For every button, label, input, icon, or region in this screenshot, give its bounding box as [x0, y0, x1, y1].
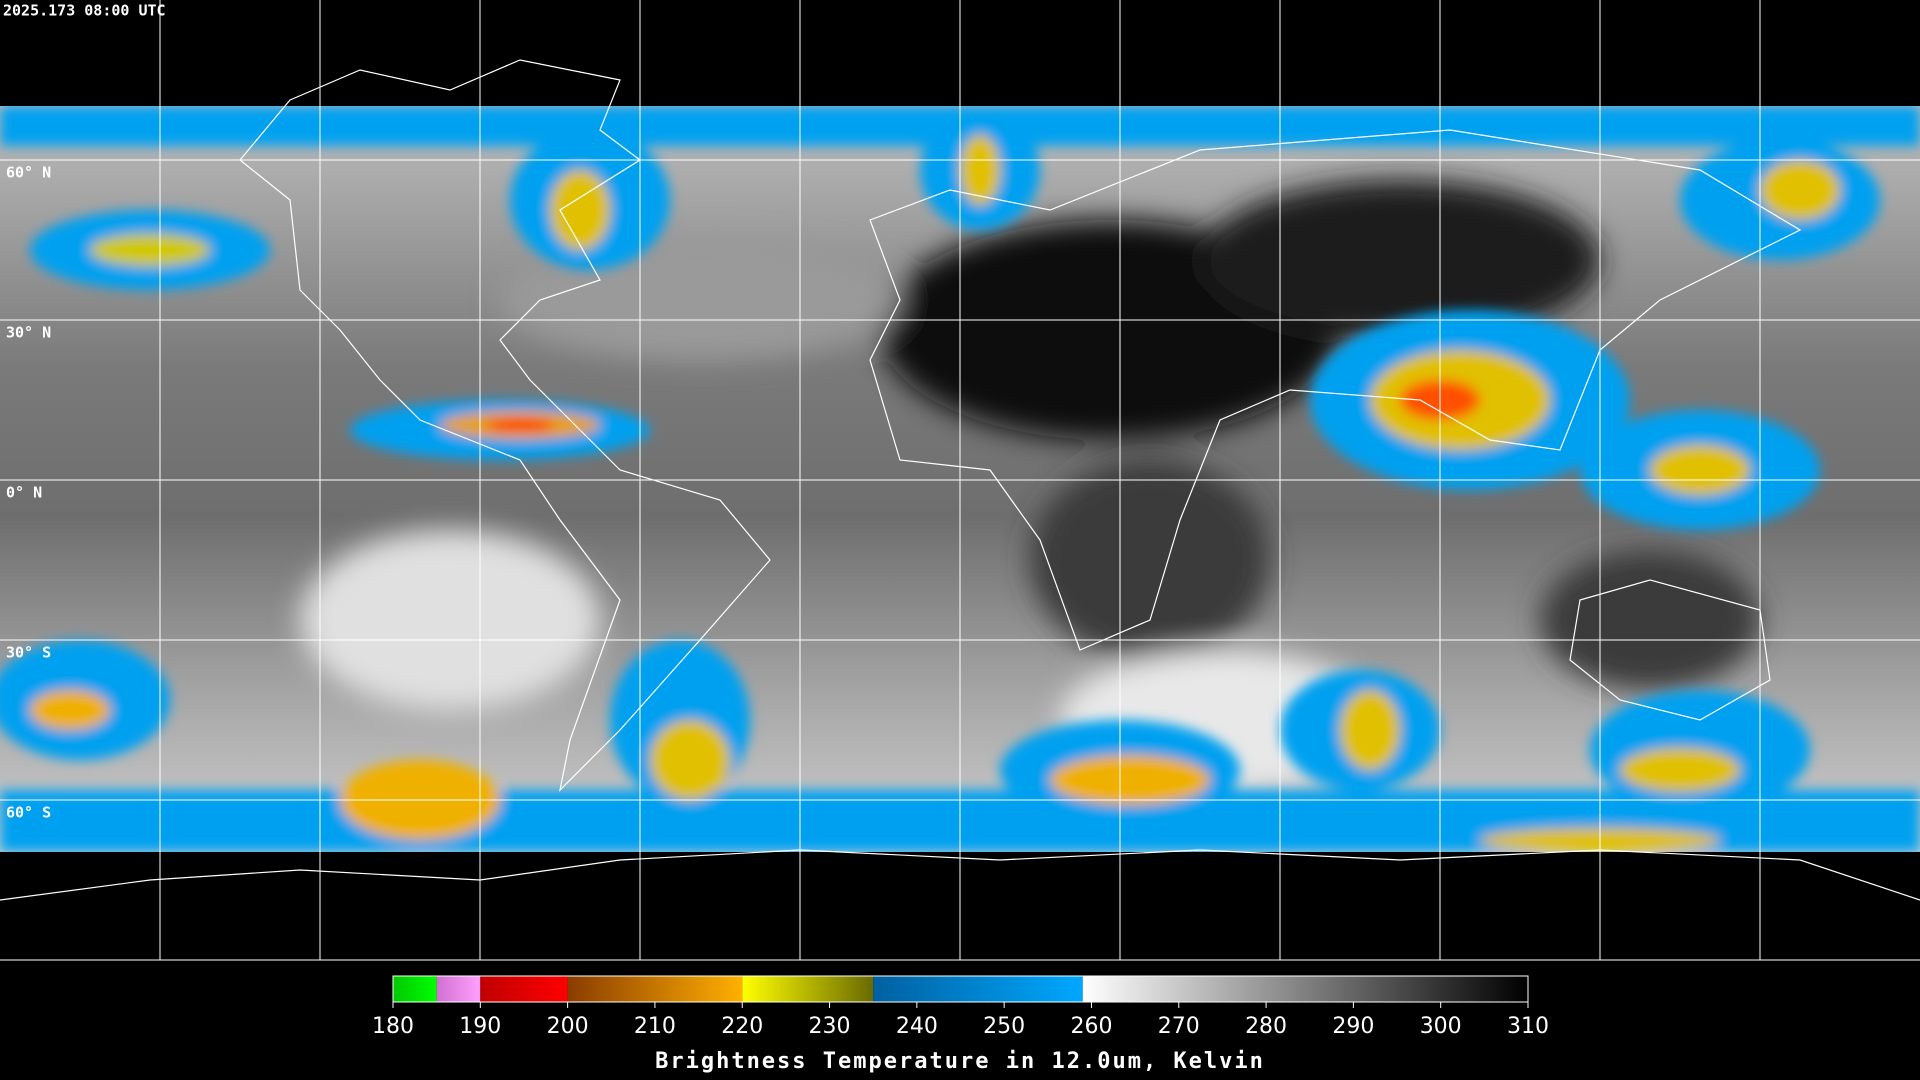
latitude-label: 60° S: [6, 804, 51, 822]
colorbar-segment: [436, 976, 481, 1002]
colorbar-tick-label: 280: [1245, 1014, 1287, 1039]
colorbar-segment: [873, 976, 1083, 1002]
colorbar-frame: [392, 975, 1529, 1003]
colorbar-tick-label: 210: [634, 1014, 676, 1039]
colorbar-segment: [742, 976, 874, 1002]
colorbar-segment: [567, 976, 743, 1002]
colorbar-tick-label: 300: [1420, 1014, 1462, 1039]
colorbar-label: Brightness Temperature in 12.0um, Kelvin: [655, 1049, 1265, 1074]
latitude-label: 60° N: [6, 164, 51, 182]
colorbar-segment: [480, 976, 568, 1002]
latitude-label: 0° N: [6, 484, 42, 502]
colorbar-segment: [1082, 976, 1528, 1002]
timestamp: 2025.173 08:00 UTC: [3, 2, 166, 20]
colorbar-tick-label: 290: [1332, 1014, 1374, 1039]
colorbar-tick-label: 180: [372, 1014, 414, 1039]
latitude-label: 30° S: [6, 644, 51, 662]
colorbar-tick-label: 230: [809, 1014, 851, 1039]
latitude-label: 30° N: [6, 324, 51, 342]
colorbar-tick-label: 200: [547, 1014, 589, 1039]
colorbar-tick-label: 240: [896, 1014, 938, 1039]
colorbar-tick-label: 270: [1158, 1014, 1200, 1039]
colorbar-tick-label: 220: [721, 1014, 763, 1039]
colorbar-tick-label: 250: [983, 1014, 1025, 1039]
colorbar-tick-label: 190: [459, 1014, 501, 1039]
colorbar-tick-label: 310: [1507, 1014, 1549, 1039]
colorbar-tick-label: 260: [1070, 1014, 1112, 1039]
colorbar-segment: [393, 976, 437, 1002]
